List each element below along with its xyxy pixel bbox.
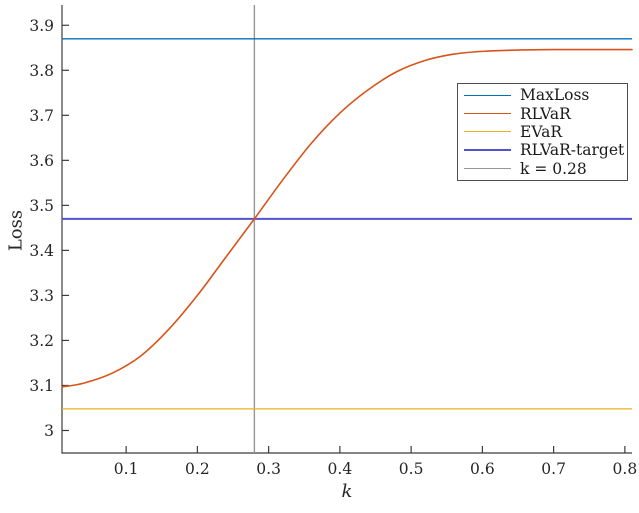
x-tick-label: 0.4	[328, 460, 353, 478]
rlvar-curve	[61, 48, 633, 388]
y-tick-label: 3	[44, 422, 54, 440]
x-tick-label: 0.1	[114, 460, 139, 478]
legend-entry-rlvar: RLVaR	[458, 105, 627, 123]
legend-entry-rlvar-target: RLVaR-target	[458, 141, 627, 159]
y-tick-label: 3.5	[29, 197, 54, 215]
y-tick-label: 3.2	[29, 332, 54, 350]
x-tick-label: 0.8	[613, 460, 638, 478]
y-tick-label: 3.7	[29, 107, 54, 125]
legend-line-sample	[464, 131, 511, 133]
legend-label: MaxLoss	[520, 86, 590, 105]
legend-label: k = 0.28	[520, 159, 587, 178]
legend-line-sample	[464, 94, 511, 96]
legend-line-sample	[464, 113, 511, 115]
x-tick-label: 0.7	[541, 460, 566, 478]
legend: MaxLoss RLVaR EVaR RLVaR-target k = 0.28	[457, 83, 628, 181]
legend-entry-k-0-28: k = 0.28	[458, 160, 627, 178]
y-axis-label: Loss	[5, 209, 27, 252]
y-tick-label: 3.1	[29, 377, 54, 395]
y-tick-label: 3.3	[29, 287, 54, 305]
axis-spines	[61, 5, 632, 454]
legend-label: EVaR	[520, 122, 562, 141]
y-tick-label: 3.9	[29, 17, 54, 35]
x-axis-label: k	[341, 481, 353, 502]
legend-entry-evar: EVaR	[458, 123, 627, 141]
x-tick-label: 0.6	[470, 460, 495, 478]
legend-entry-maxloss: MaxLoss	[458, 86, 627, 104]
legend-line-sample	[464, 168, 511, 170]
y-tick-label: 3.8	[29, 62, 54, 80]
legend-line-sample	[464, 149, 511, 152]
y-tick-label: 3.6	[29, 152, 54, 170]
legend-label: RLVaR	[520, 104, 571, 123]
x-tick-label: 0.2	[185, 460, 210, 478]
y-tick-label: 3.4	[29, 242, 54, 260]
x-tick-label: 0.5	[399, 460, 424, 478]
legend-label: RLVaR-target	[520, 141, 625, 160]
x-tick-label: 0.3	[256, 460, 281, 478]
